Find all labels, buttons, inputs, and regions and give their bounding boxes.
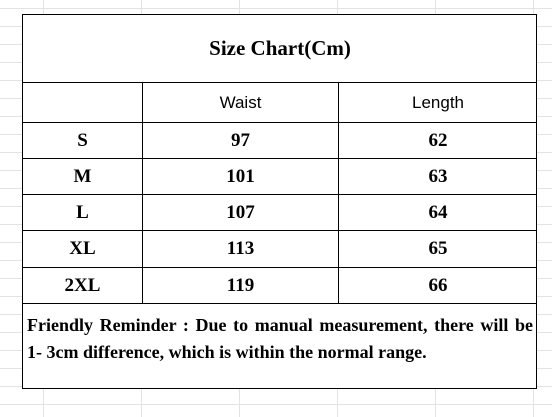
- table-cell: 65: [339, 231, 537, 268]
- table-cell: 113: [143, 231, 339, 268]
- reminder-note: Friendly Reminder : Due to manual measur…: [27, 315, 533, 362]
- table-title: Size Chart(Cm): [23, 15, 537, 83]
- table-cell: 62: [339, 123, 537, 159]
- size-chart-table: Size Chart(Cm) Waist Length S 97 62 M 101 63 L 107…: [22, 14, 537, 389]
- header-cell: Waist: [143, 83, 339, 123]
- table-cell: 63: [339, 159, 537, 195]
- table-cell: 101: [143, 159, 339, 195]
- header-cell: Length: [339, 83, 537, 123]
- table-cell: S: [23, 123, 143, 159]
- table-cell: 64: [339, 195, 537, 231]
- table-cell: M: [23, 159, 143, 195]
- table-cell: 2XL: [23, 268, 143, 304]
- table-cell: 66: [339, 268, 537, 304]
- table-cell: 119: [143, 268, 339, 304]
- table-cell: 107: [143, 195, 339, 231]
- header-cell: [23, 83, 143, 123]
- table-cell: L: [23, 195, 143, 231]
- table-cell: 97: [143, 123, 339, 159]
- table-cell: XL: [23, 231, 143, 268]
